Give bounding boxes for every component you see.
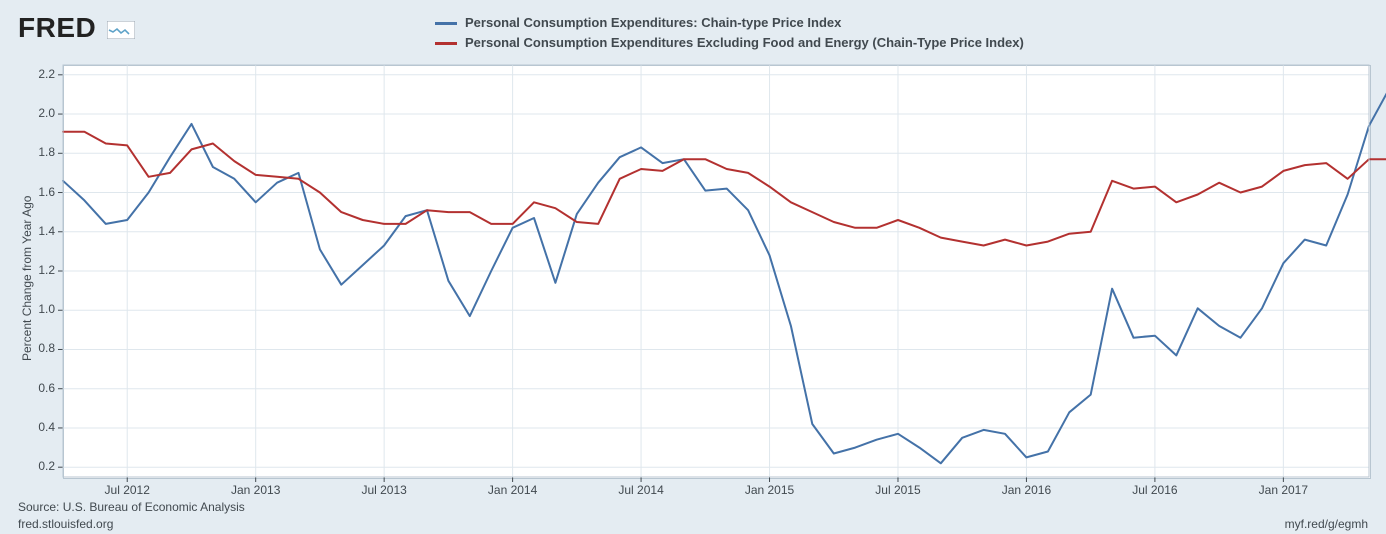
x-tick-label: Jan 2017 xyxy=(1243,483,1323,497)
x-tick-label: Jan 2013 xyxy=(216,483,296,497)
x-tick-label: Jan 2015 xyxy=(730,483,810,497)
x-tick-label: Jul 2016 xyxy=(1115,483,1195,497)
x-tick-label: Jan 2014 xyxy=(473,483,553,497)
series-pce_headline xyxy=(63,87,1386,464)
y-tick-label: 1.6 xyxy=(15,185,55,199)
footer-site: fred.stlouisfed.org xyxy=(18,517,113,531)
y-axis-title: Percent Change from Year Ago xyxy=(20,196,34,361)
y-tick-label: 0.4 xyxy=(15,420,55,434)
x-tick-label: Jul 2014 xyxy=(601,483,681,497)
y-tick-label: 1.2 xyxy=(15,263,55,277)
footer-short-url: myf.red/g/egmh xyxy=(1285,517,1368,531)
x-tick-label: Jul 2012 xyxy=(87,483,167,497)
y-tick-label: 0.6 xyxy=(15,381,55,395)
y-tick-label: 0.8 xyxy=(15,341,55,355)
y-tick-label: 0.2 xyxy=(15,459,55,473)
x-tick-label: Jul 2015 xyxy=(858,483,938,497)
y-tick-label: 1.0 xyxy=(15,302,55,316)
y-tick-label: 2.0 xyxy=(15,106,55,120)
footer-source: Source: U.S. Bureau of Economic Analysis xyxy=(18,500,245,514)
x-tick-label: Jul 2013 xyxy=(344,483,424,497)
y-tick-label: 2.2 xyxy=(15,67,55,81)
chart-svg xyxy=(0,0,1386,534)
y-tick-label: 1.8 xyxy=(15,145,55,159)
page: FRED Personal Consumption Expenditures: … xyxy=(0,0,1386,534)
x-tick-label: Jan 2016 xyxy=(986,483,1066,497)
y-tick-label: 1.4 xyxy=(15,224,55,238)
